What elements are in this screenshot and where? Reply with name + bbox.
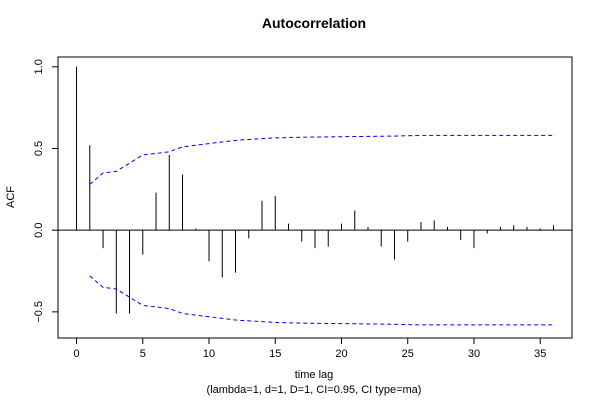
x-tick-label: 30 <box>468 348 480 360</box>
plot-frame <box>57 56 573 339</box>
y-tick-label: −0.5 <box>33 301 45 323</box>
x-tick-label: 10 <box>203 348 215 360</box>
x-tick-label: 15 <box>269 348 281 360</box>
y-axis: −0.5 0.0 0.5 1.0 <box>33 59 58 323</box>
x-tick-label: 20 <box>335 348 347 360</box>
x-tick-label: 0 <box>73 348 79 360</box>
x-tick-label: 35 <box>534 348 546 360</box>
x-tick-label: 5 <box>140 348 146 360</box>
confidence-bands <box>89 134 554 326</box>
x-axis: 0 5 10 15 20 25 30 35 <box>73 338 546 360</box>
y-tick-label: 1.0 <box>33 59 45 74</box>
y-tick-label: 0.0 <box>33 223 45 238</box>
y-axis-label: ACF <box>5 186 17 208</box>
ci-upper-line <box>89 134 554 185</box>
x-axis-label: time lag <box>295 369 334 381</box>
y-tick-label: 0.5 <box>33 141 45 156</box>
acf-bars <box>58 66 572 314</box>
x-axis-subtitle: (lambda=1, d=1, D=1, CI=0.95, CI type=ma… <box>207 384 422 396</box>
chart-title: Autocorrelation <box>262 15 366 31</box>
x-tick-label: 25 <box>402 348 414 360</box>
ci-lower-line <box>89 275 554 326</box>
